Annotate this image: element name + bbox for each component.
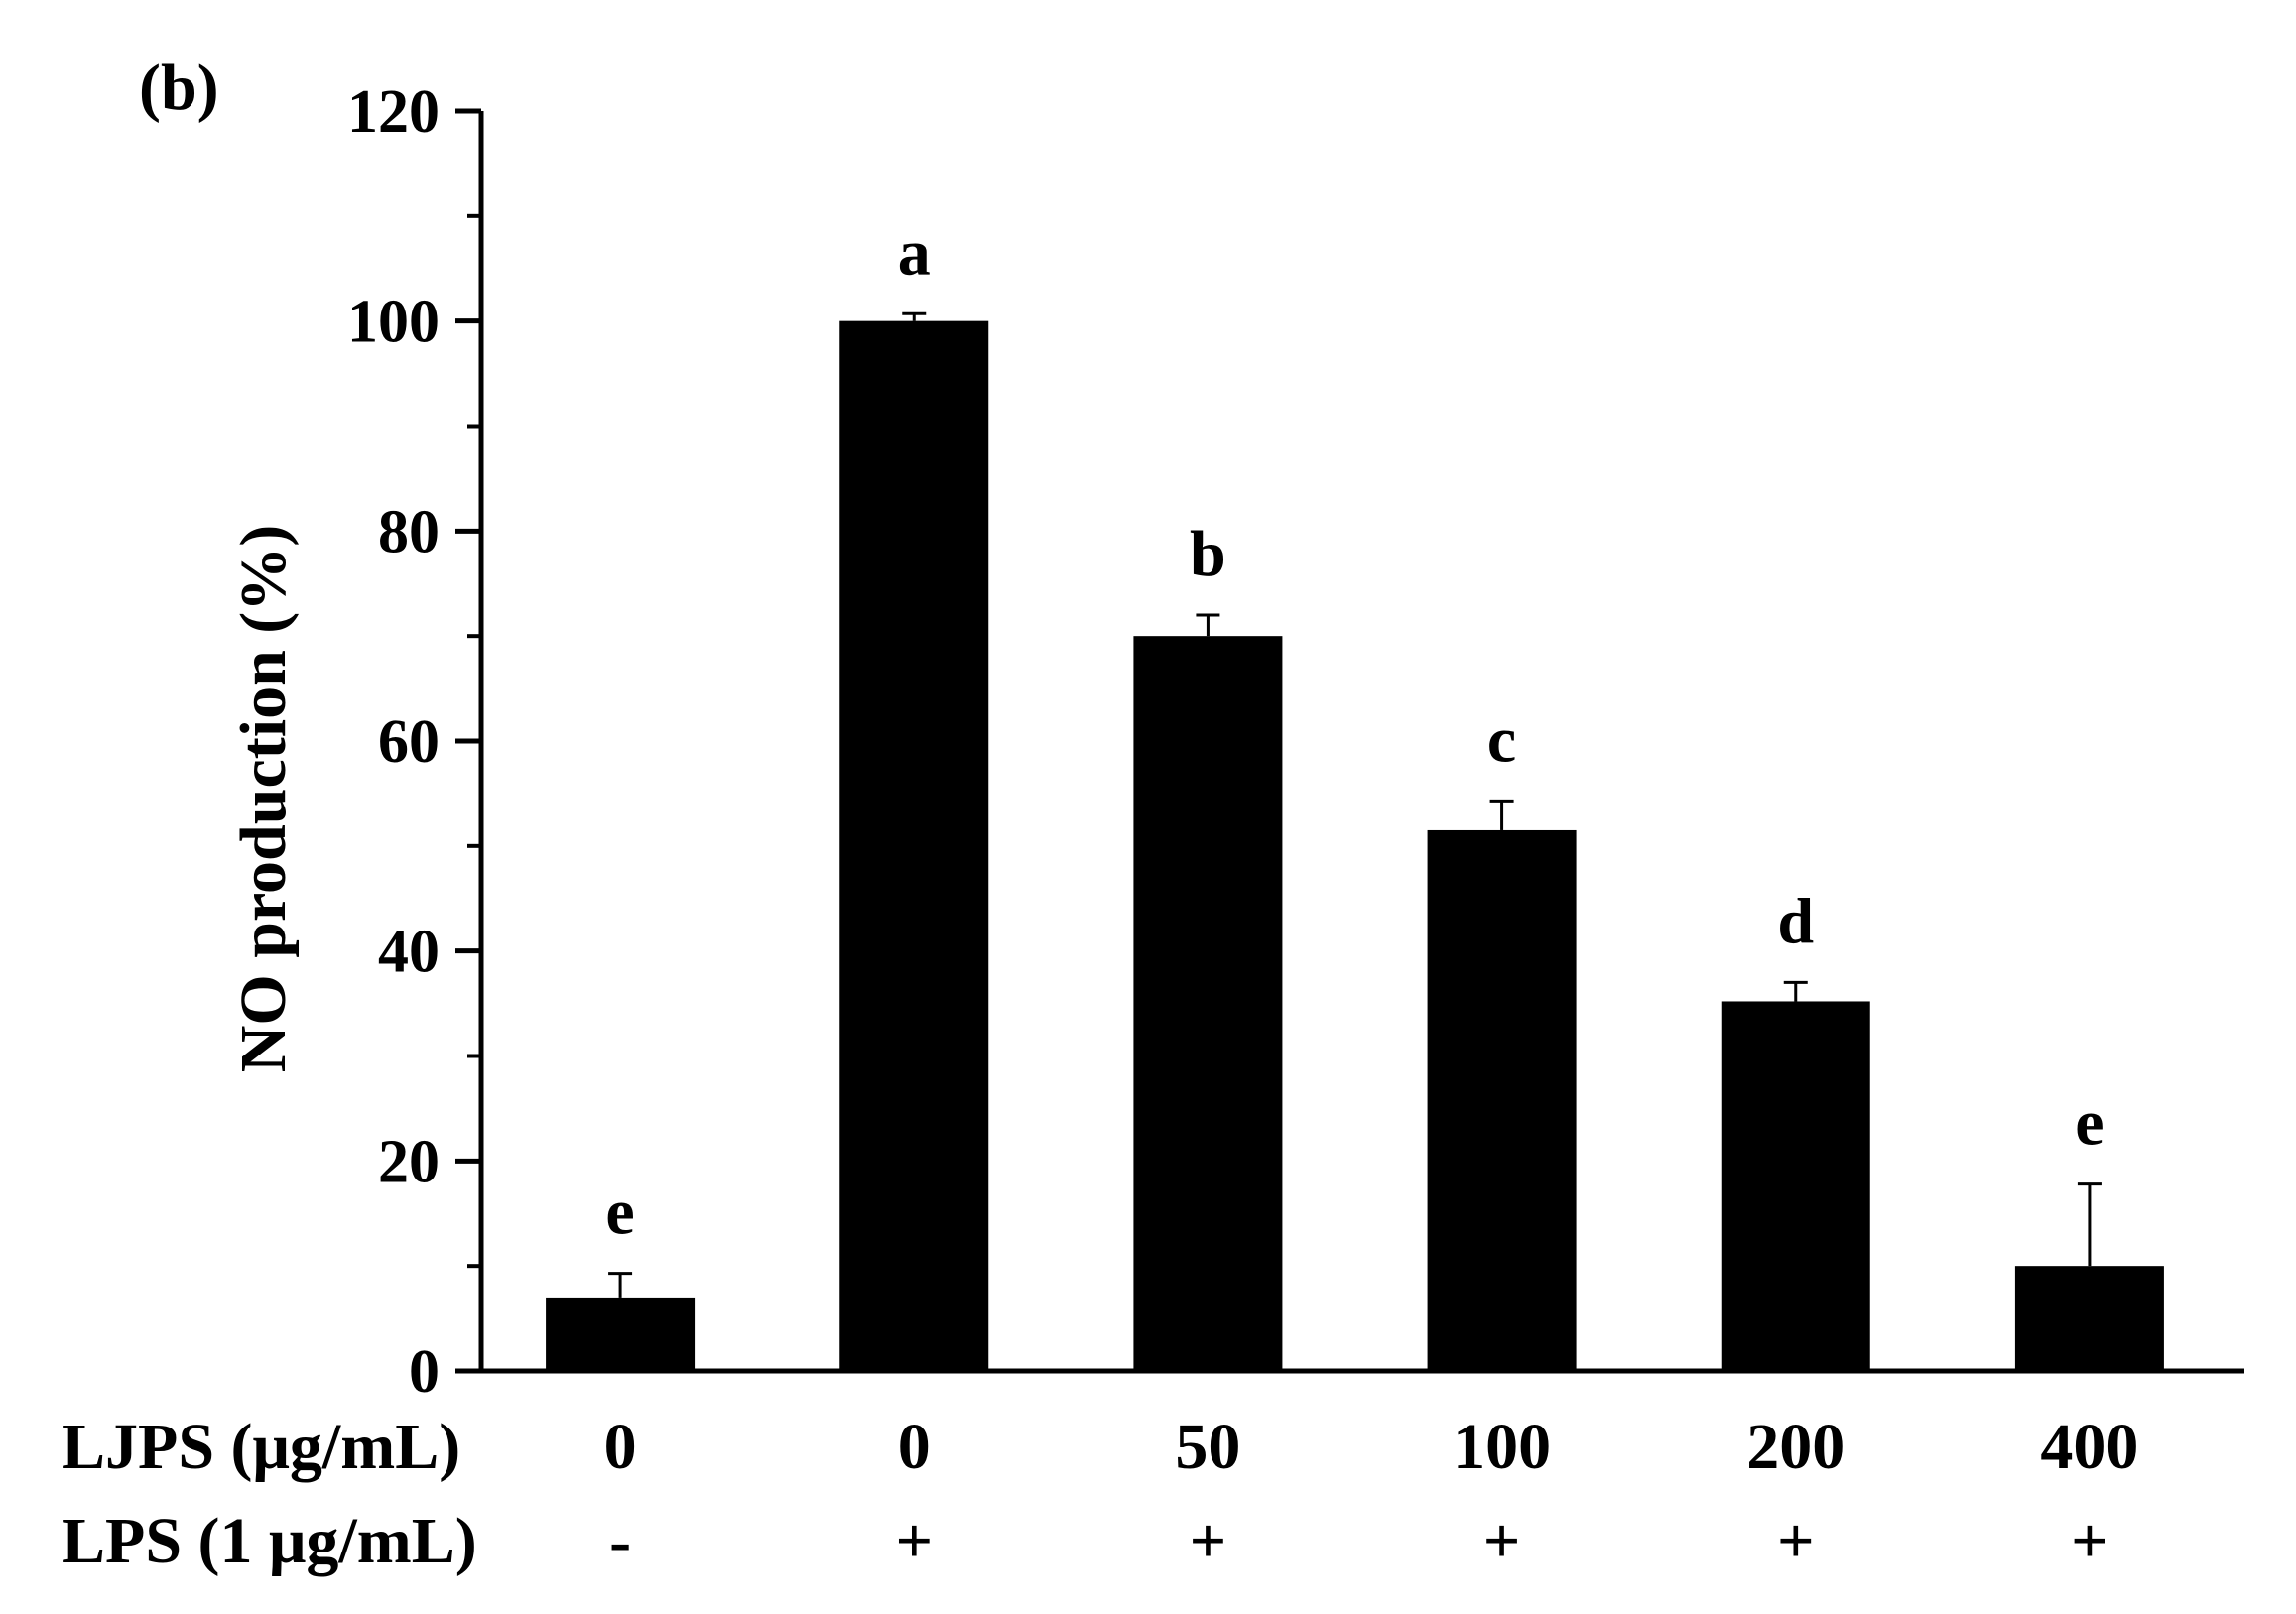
significance-label: b <box>1190 518 1226 590</box>
bars <box>546 320 2164 1372</box>
ljps-concentration-label: 50 <box>1175 1411 1240 1483</box>
lps-presence-label: + <box>2071 1505 2108 1577</box>
ljps-concentration-label: 0 <box>604 1411 637 1483</box>
y-tick-label: 100 <box>347 289 440 356</box>
panel-label: (b) <box>139 52 219 124</box>
ljps-concentration-label: 100 <box>1453 1411 1551 1483</box>
lps-presence-label: + <box>1190 1505 1227 1577</box>
y-tick-label: 0 <box>409 1338 440 1406</box>
y-tick-label: 40 <box>378 919 440 986</box>
y-axis-ticks: 0 20 40 60 80 100 120 <box>347 78 481 1406</box>
significance-label: e <box>2075 1087 2104 1160</box>
y-axis-title-group: NO production (%) <box>227 525 300 1073</box>
significance-label: c <box>1487 703 1516 776</box>
y-tick-label: 80 <box>378 498 440 565</box>
significance-label: d <box>1777 885 1814 957</box>
ljps-concentration-label: 0 <box>898 1411 931 1483</box>
lps-presence-label: + <box>1483 1505 1521 1577</box>
ljps-concentration-label: 400 <box>2040 1411 2138 1483</box>
y-axis-title: NO production (%) <box>227 525 300 1073</box>
significance-labels: e a b c d e <box>605 216 2104 1248</box>
y-tick-label: 120 <box>347 78 440 146</box>
category-labels: 0 - 0 +50 +100 +200 +400 + <box>604 1411 2139 1577</box>
lps-presence-label: - <box>609 1505 631 1577</box>
y-tick-label: 60 <box>378 708 440 776</box>
bar <box>2014 1266 2164 1371</box>
significance-label: e <box>605 1177 634 1249</box>
ljps-row-title: LJPS (μg/mL) <box>62 1411 460 1483</box>
ljps-concentration-label: 200 <box>1746 1411 1845 1483</box>
lps-presence-label: + <box>1777 1505 1815 1577</box>
bar <box>546 1297 696 1371</box>
bar <box>839 320 989 1372</box>
lps-row-title: LPS (1 μg/mL) <box>62 1505 477 1577</box>
bar <box>1721 1001 1870 1371</box>
lps-presence-label: + <box>895 1505 933 1577</box>
y-tick-label: 20 <box>378 1128 440 1195</box>
bar <box>1133 636 1283 1371</box>
significance-label: a <box>898 216 931 289</box>
bar <box>1427 829 1577 1371</box>
error-bars <box>608 311 2102 1298</box>
